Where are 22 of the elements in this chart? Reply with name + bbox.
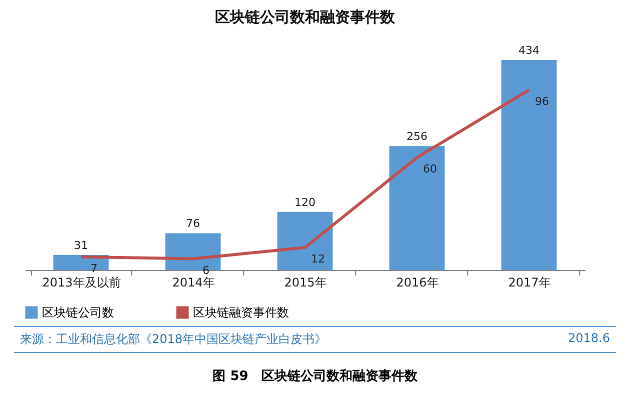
x-tick-label: 2015年 bbox=[284, 276, 327, 290]
x-tick-label: 2017年 bbox=[508, 276, 551, 290]
data-label: 76 bbox=[186, 217, 200, 230]
data-label: 31 bbox=[74, 239, 88, 252]
legend-label: 区块链公司数 bbox=[42, 306, 114, 320]
x-tick-label: 2016年 bbox=[396, 276, 439, 290]
data-label: 434 bbox=[518, 44, 540, 57]
text: 2018.6 bbox=[568, 331, 610, 347]
chart-title: 区块链公司数和融资事件数 bbox=[215, 8, 396, 26]
data-label: 120 bbox=[294, 196, 316, 209]
data-label: 256 bbox=[406, 130, 428, 144]
data-label: 12 bbox=[311, 252, 325, 266]
caption: 图 59 区块链公司数和融资事件数 bbox=[212, 368, 418, 385]
data-label: 60 bbox=[423, 162, 437, 176]
source-note: 来源：工业和信息化部《2018年中国区块链产业白皮书》 bbox=[20, 331, 327, 348]
bar bbox=[389, 146, 445, 270]
x-tick-label: 2013年及以前 bbox=[42, 276, 121, 290]
legend-label: 区块链融资事件数 bbox=[193, 306, 289, 320]
x-tick-label: 2014年 bbox=[172, 276, 215, 290]
bar bbox=[501, 60, 557, 270]
bar bbox=[277, 212, 333, 270]
data-label: 96 bbox=[535, 95, 549, 108]
